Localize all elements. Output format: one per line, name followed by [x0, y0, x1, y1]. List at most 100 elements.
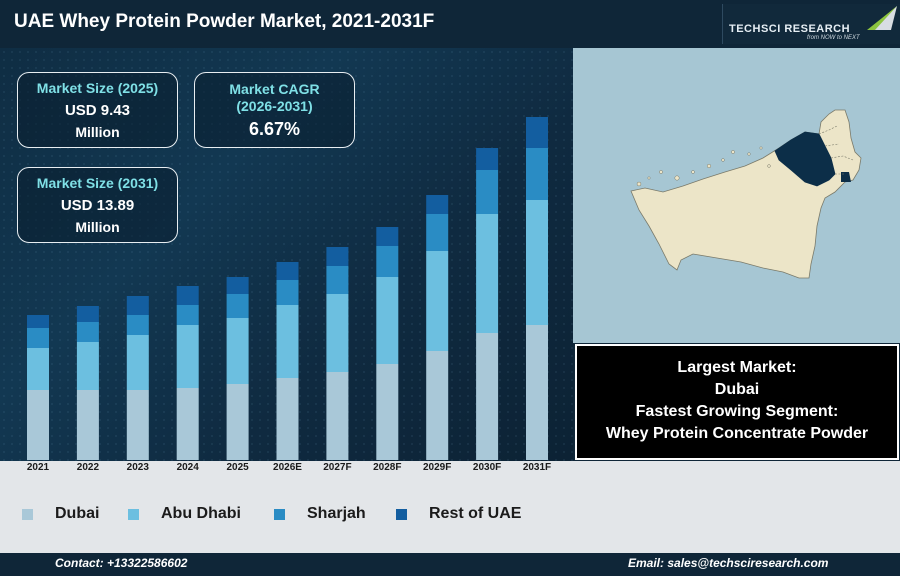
bar-segment-abu-dhabi-2030f	[476, 214, 499, 333]
bar-segment-dubai-2023	[126, 390, 149, 460]
legend-item-sharjah: Sharjah	[274, 505, 366, 523]
bar-segment-rest-of-uae-2023	[126, 296, 149, 315]
kpi-value: USD 13.89	[60, 197, 135, 214]
bar-segment-rest-of-uae-2021	[27, 315, 49, 328]
market-highlights-box: Largest Market: Dubai Fastest Growing Se…	[575, 344, 899, 460]
bar-segment-sharjah-2026e	[276, 280, 299, 305]
footer-bar: Contact: +13322586602 Email: sales@techs…	[0, 553, 900, 576]
coastal-islands	[636, 146, 771, 187]
bar-segment-dubai-2022	[76, 390, 99, 460]
legend-item-dubai: Dubai	[22, 505, 99, 523]
bar-segment-rest-of-uae-2031f	[526, 117, 548, 148]
bar-segment-rest-of-uae-2025	[226, 277, 249, 294]
x-tick-label: 2031F	[522, 462, 552, 473]
bar-segment-sharjah-2023	[126, 315, 149, 335]
uae-map	[630, 109, 862, 279]
bar-segment-sharjah-2022	[76, 322, 99, 342]
techsci-logo: TECHSCI RESEARCH from NOW to NEXT	[722, 4, 900, 44]
kpi-market-size-2025: Market Size (2025) USD 9.43 Million	[17, 72, 178, 148]
bar-segment-dubai-2028f	[376, 364, 399, 460]
largest-market-value: Dubai	[714, 381, 760, 398]
bar-segment-rest-of-uae-2030f	[476, 148, 499, 170]
x-tick-label: 2022	[76, 462, 100, 473]
bar-segment-dubai-2027f	[326, 372, 349, 460]
uae-map-panel	[573, 48, 900, 343]
bar-segment-sharjah-2029f	[426, 214, 449, 251]
bar-segment-abu-dhabi-2029f	[426, 251, 449, 351]
kpi-label: Market Size (2025)	[36, 80, 159, 96]
bar-segment-abu-dhabi-2024	[176, 325, 199, 388]
legend-swatch	[274, 508, 285, 520]
bar-segment-dubai-2026e	[276, 378, 299, 460]
chart-panel: Market Size (2025) USD 9.43 Million Mark…	[0, 48, 573, 461]
bar-segment-abu-dhabi-2023	[126, 335, 149, 390]
kpi-label-line1: Market CAGR	[229, 81, 320, 97]
bar-segment-sharjah-2027f	[326, 266, 349, 294]
legend-swatch	[22, 508, 33, 520]
page-title: UAE Whey Protein Powder Market, 2021-203…	[14, 11, 435, 32]
bar-segment-dubai-2021	[27, 390, 49, 460]
bar-segment-rest-of-uae-2022	[76, 306, 99, 322]
x-tick-label: 2026E	[273, 462, 302, 473]
stacked-bar-chart	[27, 117, 548, 460]
fujairah-enclave	[841, 172, 851, 182]
uae-land	[630, 109, 862, 279]
bar-segment-rest-of-uae-2024	[176, 286, 199, 305]
kpi-value: USD 9.43	[64, 102, 131, 119]
bar-segment-rest-of-uae-2026e	[276, 262, 299, 280]
fastest-segment-label: Fastest Growing Segment:	[635, 403, 839, 420]
legend-swatch	[128, 508, 139, 520]
bar-segment-sharjah-2021	[27, 328, 49, 348]
bar-segment-sharjah-2031f	[526, 148, 548, 200]
kpi-market-cagr: Market CAGR (2026-2031) 6.67%	[194, 72, 355, 148]
header-bar: UAE Whey Protein Powder Market, 2021-203…	[0, 0, 900, 48]
legend-item-rest-of-uae: Rest of UAE	[396, 505, 521, 523]
legend-swatch	[396, 508, 407, 520]
largest-market-label: Largest Market:	[677, 359, 797, 376]
emirate-borders	[818, 125, 854, 175]
kpi-label-line2: (2026-2031)	[236, 98, 313, 114]
bar-segment-abu-dhabi-2027f	[326, 294, 349, 372]
x-tick-label: 2029F	[423, 462, 452, 473]
kpi-unit: Million	[75, 124, 120, 140]
x-tick-label: 2021	[26, 462, 50, 473]
fastest-segment-value: Whey Protein Concentrate Powder	[605, 425, 869, 442]
bar-segment-abu-dhabi-2031f	[526, 200, 548, 325]
email-link[interactable]: Email: sales@techsciresearch.com	[628, 556, 829, 570]
kpi-value: 6.67%	[248, 119, 301, 139]
legend-label: Abu Dhabi	[161, 505, 241, 522]
x-tick-label: 2025	[226, 462, 249, 473]
bar-segment-rest-of-uae-2027f	[326, 247, 349, 266]
x-axis: 2021 2022 2023 2024 2025 2026E 2027F 2028F 2029F…	[0, 461, 573, 475]
bar-segment-rest-of-uae-2028f	[376, 227, 399, 246]
bar-segment-dubai-2031f	[526, 325, 548, 460]
bar-segment-dubai-2025	[226, 384, 249, 460]
legend-band: Dubai Abu Dhabi Sharjah Rest of UAE	[0, 461, 900, 553]
legend-label: Sharjah	[307, 505, 366, 522]
bar-segment-abu-dhabi-2025	[226, 318, 249, 384]
bar-segment-dubai-2024	[176, 388, 199, 460]
legend-item-abu-dhabi: Abu Dhabi	[128, 505, 241, 523]
bar-segment-abu-dhabi-2021	[27, 348, 49, 390]
bar-segment-sharjah-2025	[226, 294, 249, 318]
bar-segment-sharjah-2024	[176, 305, 199, 325]
kpi-label: Market Size (2031)	[36, 175, 159, 191]
legend-label: Dubai	[55, 505, 100, 522]
x-tick-label: 2023	[126, 462, 149, 473]
x-tick-label: 2028F	[373, 462, 402, 473]
bar-segment-abu-dhabi-2028f	[376, 277, 399, 364]
logo-arrow-icon	[867, 6, 897, 30]
logo-tagline: from NOW to NEXT	[807, 35, 860, 41]
x-tick-label: 2027F	[323, 462, 352, 473]
bar-segment-sharjah-2030f	[476, 170, 499, 214]
legend-label: Rest of UAE	[429, 505, 522, 522]
bar-segment-sharjah-2028f	[376, 246, 399, 277]
kpi-unit: Million	[75, 219, 120, 235]
kpi-market-size-2031: Market Size (2031) USD 13.89 Million	[17, 167, 178, 243]
x-tick-label: 2030F	[472, 462, 502, 473]
bar-segment-dubai-2030f	[476, 333, 499, 460]
x-tick-label: 2024	[176, 462, 199, 473]
logo-wordmark: TECHSCI RESEARCH	[729, 23, 851, 35]
bar-segment-dubai-2029f	[426, 351, 449, 460]
contact-text: Contact: +13322586602	[55, 556, 188, 570]
